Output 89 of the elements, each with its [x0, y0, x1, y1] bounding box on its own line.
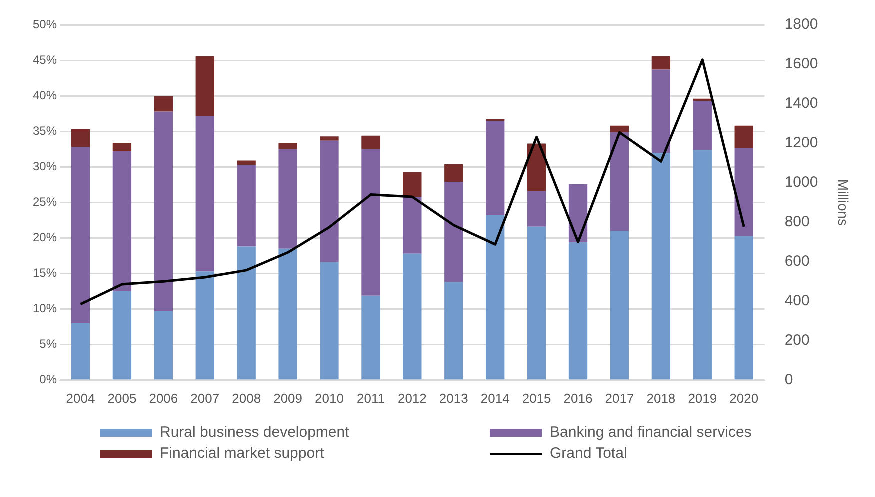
y-tick-label: 30%: [32, 159, 58, 174]
x-tick-label: 2018: [646, 390, 676, 406]
bar: [527, 226, 546, 380]
x-tick-label: 2017: [605, 390, 634, 406]
y-tick-label: 45%: [32, 52, 58, 67]
y-tick-label: 0%: [40, 372, 58, 387]
bar: [568, 242, 588, 380]
bar: [112, 292, 132, 380]
bar: [196, 56, 214, 116]
legend-label: Grand Total: [550, 445, 628, 462]
y2-tick-label: 1000: [784, 174, 818, 192]
bar: [734, 126, 754, 148]
bar: [196, 272, 214, 380]
legend-label: Financial market support: [160, 445, 324, 462]
bar: [112, 142, 132, 152]
bar: [362, 136, 380, 150]
y-tick-label: 35%: [32, 124, 58, 138]
x-tick-label: 2016: [564, 390, 593, 406]
bar: [403, 254, 422, 380]
bar: [278, 142, 298, 150]
y2-tick-label: 1200: [784, 134, 818, 152]
y-tick-label: 50%: [32, 17, 58, 32]
y-tick-label: 25%: [32, 195, 58, 210]
bar: [237, 165, 256, 247]
y-tick-label: 20%: [32, 230, 58, 245]
y2-tick-label: 0: [784, 372, 794, 389]
bar: [320, 140, 339, 262]
bar: [362, 149, 380, 296]
bar: [610, 231, 630, 380]
y2-tick-label: 1600: [784, 56, 818, 73]
bar: [237, 160, 256, 166]
bar: [362, 296, 380, 380]
x-tick-label: 2009: [274, 390, 303, 406]
x-tick-label: 2007: [190, 390, 220, 406]
x-tick-label: 2008: [232, 390, 262, 406]
x-tick-label: 2004: [66, 390, 96, 406]
x-tick-label: 2019: [688, 390, 718, 406]
y2-tick-label: 600: [784, 253, 810, 270]
y-tick-label: 15%: [32, 266, 58, 280]
y-tick-label: 5%: [40, 337, 58, 352]
bar: [444, 164, 464, 182]
bar: [610, 126, 630, 132]
legend-label: Rural business development: [160, 424, 350, 441]
y2-tick-label: 400: [784, 292, 810, 310]
bar: [693, 101, 712, 150]
bar: [71, 129, 90, 148]
bar: [237, 246, 256, 380]
bar: [403, 172, 422, 198]
bar: [734, 148, 754, 236]
bar: [154, 96, 173, 112]
bar: [444, 282, 464, 380]
bar: [278, 149, 298, 249]
x-tick-label: 2006: [149, 390, 178, 406]
y2-tick-label: 1400: [784, 95, 818, 112]
y2-axis-title: Millions: [836, 179, 852, 226]
x-tick-label: 2005: [108, 390, 137, 406]
bar: [71, 324, 90, 380]
x-tick-label: 2013: [439, 390, 468, 406]
bar: [320, 262, 339, 380]
legend-label: Banking and financial services: [550, 424, 752, 441]
bar: [486, 120, 505, 216]
bar: [154, 112, 173, 312]
x-tick-label: 2020: [730, 390, 759, 406]
x-tick-label: 2012: [398, 390, 427, 406]
bar: [486, 215, 505, 380]
bar: [154, 311, 173, 380]
x-tick-label: 2015: [522, 390, 552, 406]
y2-tick-label: 200: [784, 332, 810, 350]
bar: [278, 248, 298, 380]
bar: [196, 116, 214, 272]
y-tick-label: 10%: [32, 302, 58, 316]
bar: [652, 152, 671, 380]
x-tick-label: 2011: [356, 390, 385, 406]
y2-tick-label: 1800: [784, 16, 818, 34]
bar: [652, 70, 671, 153]
bar: [610, 132, 630, 232]
bar: [320, 136, 339, 141]
bar: [527, 191, 546, 227]
bar: [652, 56, 671, 70]
bar: [444, 182, 464, 282]
bar: [71, 147, 90, 324]
y-tick-label: 40%: [32, 88, 58, 102]
bar: [112, 152, 132, 292]
bar: [403, 197, 422, 254]
x-tick-label: 2014: [480, 390, 510, 406]
y2-tick-label: 800: [784, 214, 810, 231]
x-tick-label: 2010: [315, 390, 344, 406]
bar: [693, 150, 712, 380]
bar: [734, 236, 754, 380]
